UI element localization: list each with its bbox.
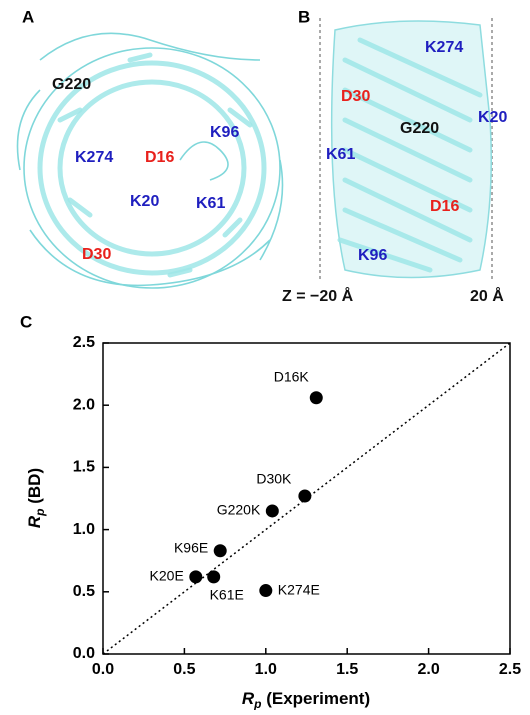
point-label: D16K — [274, 368, 310, 384]
chart: Rp (Experiment) Rp (BD) 0.0 0.5 1.0 1.5 2.0 2… — [25, 334, 521, 710]
point-label: K96E — [174, 539, 208, 555]
residue-label: K96 — [358, 247, 387, 264]
point-label: K61E — [210, 587, 244, 603]
residue-label: D30 — [82, 246, 111, 263]
point — [298, 490, 311, 503]
panel-label: B — [298, 7, 310, 26]
axis-subscript: p — [253, 697, 261, 710]
residue-label: K61 — [326, 146, 355, 163]
x-tick-label: 1.0 — [255, 661, 277, 678]
y-axis-label: Rp (BD) — [25, 468, 47, 528]
point-label: K20E — [150, 568, 184, 584]
y-tick-label: 1.0 — [73, 521, 95, 538]
panel-label: C — [20, 312, 32, 331]
y-tick-label: 2.0 — [73, 396, 95, 413]
z-label: 20 Å — [470, 286, 504, 305]
point — [310, 391, 323, 404]
axis-subscript: p — [33, 508, 47, 516]
residue-label: D16 — [145, 149, 174, 166]
axis-text: (BD) — [25, 468, 44, 509]
point — [189, 570, 202, 583]
y-tick-label: 0.5 — [73, 583, 95, 600]
residue-label: K20 — [478, 109, 507, 126]
residue-label: K96 — [210, 124, 239, 141]
point-label: K274E — [278, 581, 320, 597]
point — [266, 504, 279, 517]
residue-label: K20 — [130, 193, 159, 210]
y-tick-label: 2.5 — [73, 334, 95, 351]
point-label: D30K — [256, 471, 292, 487]
z-label: Z = −20 Å — [282, 286, 354, 305]
x-tick-label: 0.5 — [173, 661, 195, 678]
residue-label: D30 — [341, 88, 370, 105]
y-tick-label: 1.5 — [73, 459, 95, 476]
axis-text: (Experiment) — [261, 689, 370, 708]
residue-label: D16 — [430, 198, 459, 215]
x-tick-label: 2.0 — [417, 661, 439, 678]
residue-label: K274 — [75, 149, 113, 166]
panel-label: A — [22, 7, 34, 26]
point — [214, 544, 227, 557]
figure: A B C G220 K274 D16 K96 K20 K61 D30 K274… — [0, 0, 530, 710]
residue-label: K274 — [425, 39, 463, 56]
point-label: G220K — [217, 502, 261, 518]
x-tick-label: 0.0 — [92, 661, 114, 678]
x-tick-label: 1.5 — [336, 661, 358, 678]
residue-label: G220 — [400, 120, 439, 137]
x-axis-label: Rp (Experiment) — [242, 689, 370, 710]
point — [259, 584, 272, 597]
y-tick-label: 0.0 — [73, 645, 95, 662]
axis-symbol: R — [25, 515, 44, 528]
axis-symbol: R — [242, 689, 255, 708]
residue-label: K61 — [196, 195, 225, 212]
point — [207, 570, 220, 583]
residue-label: G220 — [52, 76, 91, 93]
x-tick-label: 2.5 — [499, 661, 521, 678]
